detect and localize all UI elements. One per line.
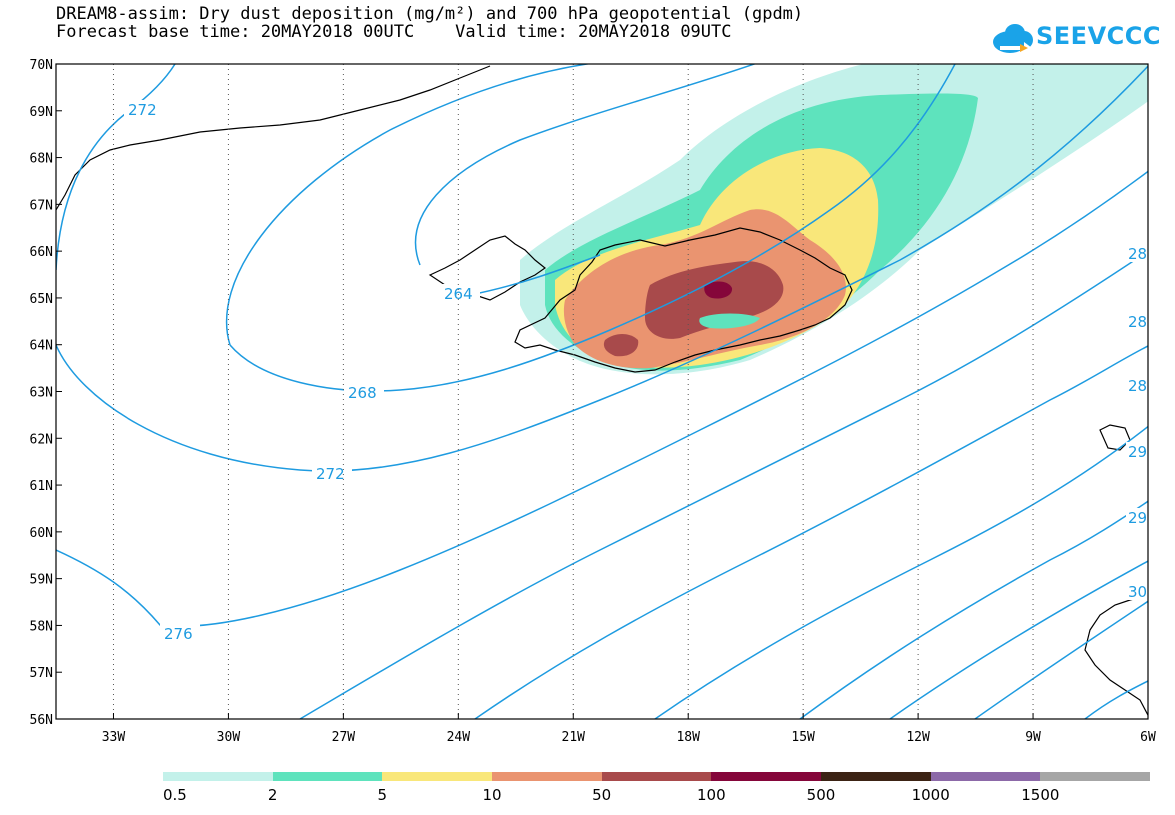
logo-text: SEEVCCC	[1036, 22, 1161, 50]
seevccc-logo	[993, 24, 1033, 54]
contour-272-top	[56, 64, 176, 271]
lat-label: 59N	[30, 573, 53, 588]
iceland-coast	[514, 227, 853, 373]
lat-label: 69N	[30, 105, 53, 120]
legend-label: 5	[377, 786, 388, 804]
contour-272	[56, 65, 1148, 472]
contour-264	[414, 64, 757, 266]
lon-label: 9W	[1025, 730, 1041, 745]
lat-label: 62N	[30, 432, 53, 447]
map-title: DREAM8-assim: Dry dust deposition (mg/m²…	[56, 4, 804, 24]
legend-swatch	[711, 772, 822, 781]
lon-label: 18W	[676, 730, 700, 745]
map-frame	[55, 63, 1149, 720]
dust-deposition-shading	[520, 64, 1148, 375]
legend-swatch	[492, 772, 602, 781]
legend-label: 2	[267, 786, 278, 804]
scotland-coast	[1084, 594, 1148, 717]
contour-280	[299, 250, 1148, 719]
contour-label: 28	[1128, 313, 1147, 331]
lon-label: 27W	[332, 730, 356, 745]
legend-label: 500	[806, 786, 836, 804]
legend-label: 1500	[1021, 786, 1060, 804]
lat-label: 68N	[30, 152, 53, 167]
legend-swatch	[1040, 772, 1151, 781]
deposition-50	[645, 261, 784, 339]
contour-284	[474, 345, 1148, 719]
contour-304	[1084, 680, 1148, 719]
contour-label: 272	[316, 465, 345, 483]
legend-label: 50	[592, 786, 612, 804]
latitude-labels: 70N 69N 68N 67N 66N 65N 64N 63N 62N 61N 60N 59N 58N 5…	[30, 58, 53, 728]
lat-label: 56N	[30, 713, 53, 728]
lat-label: 60N	[30, 526, 53, 541]
contour-label: 268	[348, 384, 377, 402]
map-subtitle: Forecast base time: 20MAY2018 00UTC Vali…	[56, 22, 732, 42]
lon-label: 24W	[447, 730, 471, 745]
contour-288	[654, 425, 1148, 719]
greenland-coast	[56, 65, 491, 211]
contour-label: 28	[1128, 245, 1147, 263]
lon-label: 15W	[791, 730, 815, 745]
legend-label: 100	[697, 786, 726, 804]
contour-label: 276	[164, 625, 193, 643]
lon-label: 12W	[906, 730, 930, 745]
deposition-10-inner	[699, 313, 760, 329]
lat-label: 63N	[30, 386, 53, 401]
deposition-50-b	[603, 334, 639, 357]
lat-label: 66N	[30, 245, 53, 260]
lat-label: 57N	[30, 666, 53, 681]
longitude-labels: 33W 30W 27W 24W 21W 18W 15W 12W 9W 6W	[102, 730, 1156, 745]
lat-label: 70N	[30, 58, 53, 73]
lat-label: 64N	[30, 339, 53, 354]
legend-swatch	[382, 772, 493, 781]
contour-268	[225, 64, 592, 346]
legend-label: 1000	[911, 786, 950, 804]
contour-label: 272	[128, 101, 157, 119]
lat-label: 58N	[30, 619, 53, 634]
contour-296	[889, 560, 1148, 719]
deposition-legend	[163, 772, 1151, 781]
lat-label: 67N	[30, 198, 53, 213]
legend-swatch	[930, 772, 1041, 781]
contour-label: 30	[1128, 583, 1147, 601]
legend-swatch	[601, 772, 712, 781]
lon-label: 21W	[562, 730, 586, 745]
lat-label: 65N	[30, 292, 53, 307]
faroe-islands	[1099, 424, 1131, 451]
legend-label: 0.5	[163, 786, 187, 804]
legend-swatch	[821, 772, 931, 781]
legend-swatch	[163, 772, 273, 781]
contour-264-b	[469, 254, 601, 296]
contour-label: 28	[1128, 377, 1147, 395]
deposition-100	[704, 281, 733, 299]
lat-label: 61N	[30, 479, 53, 494]
contour-label: 29	[1128, 509, 1147, 527]
contour-292	[799, 500, 1148, 719]
lon-label: 6W	[1140, 730, 1156, 745]
lon-label: 30W	[217, 730, 241, 745]
lon-label: 33W	[102, 730, 126, 745]
contour-300	[974, 600, 1148, 719]
contour-label: 29	[1128, 443, 1147, 461]
legend-label: 10	[482, 786, 502, 804]
legend-swatch	[272, 772, 383, 781]
cloud-arrow-icon	[993, 24, 1033, 54]
